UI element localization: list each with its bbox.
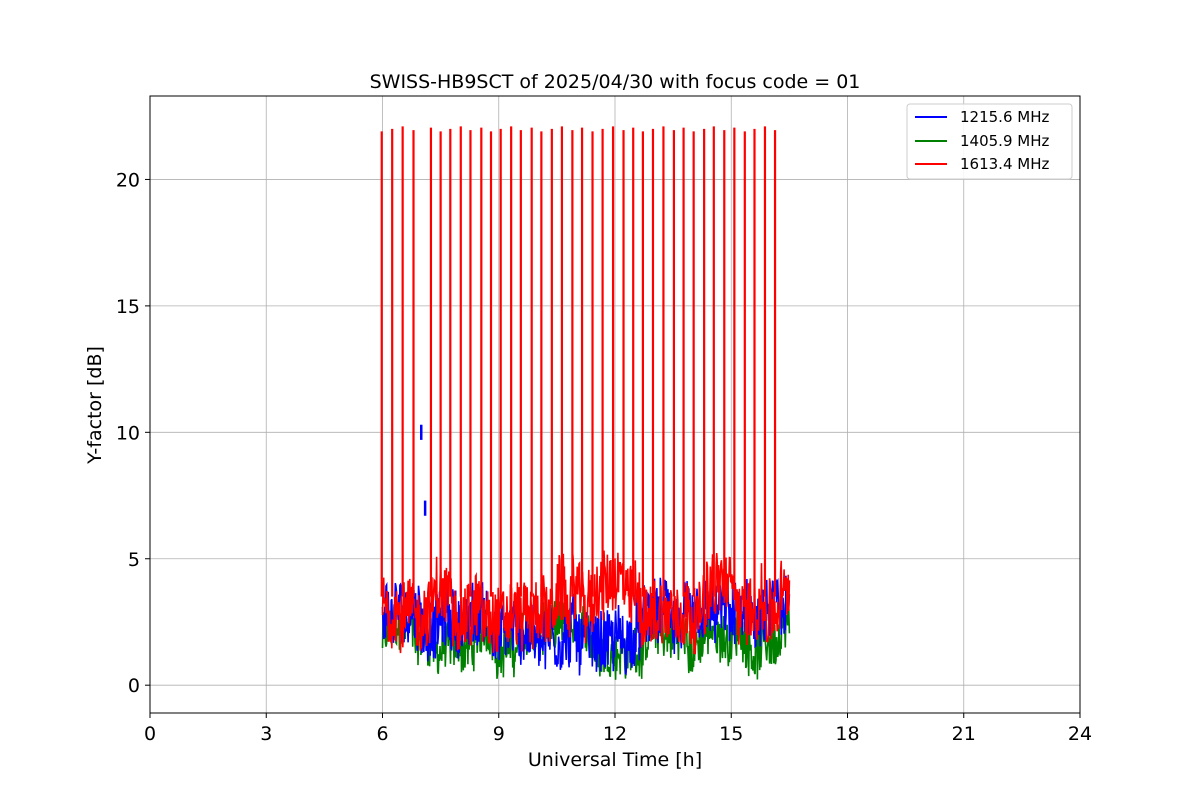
y-axis-ticks: 0 5 10 15 20 <box>116 169 150 697</box>
x-tick-label: 12 <box>603 723 627 745</box>
legend-label-1215: 1215.6 MHz <box>960 108 1049 126</box>
legend-box <box>906 103 1073 180</box>
x-tick-label: 6 <box>376 723 388 745</box>
y-tick-label: 15 <box>116 296 140 318</box>
legend-label-1405: 1405.9 MHz <box>960 132 1049 150</box>
y-tick-label: 5 <box>128 549 140 571</box>
plot-series <box>380 126 791 680</box>
x-tick-label: 21 <box>952 723 976 745</box>
y-tick-label: 10 <box>116 422 140 444</box>
x-tick-label: 18 <box>835 723 859 745</box>
y-axis-label: Y-factor [dB] <box>84 346 106 465</box>
legend: 1215.6 MHz 1405.9 MHz 1613.4 MHz <box>906 103 1073 180</box>
y-tick-label: 20 <box>116 169 140 191</box>
x-tick-label: 3 <box>260 723 272 745</box>
x-tick-label: 24 <box>1068 723 1092 745</box>
x-axis-ticks: 0 3 6 9 12 15 18 21 24 <box>144 713 1092 745</box>
x-tick-label: 15 <box>719 723 743 745</box>
y-tick-label: 0 <box>128 675 140 697</box>
x-tick-label: 0 <box>144 723 156 745</box>
legend-label-1613: 1613.4 MHz <box>960 155 1049 173</box>
chart-title: SWISS-HB9SCT of 2025/04/30 with focus co… <box>370 71 861 93</box>
x-axis-label: Universal Time [h] <box>528 749 702 771</box>
x-tick-label: 9 <box>493 723 505 745</box>
